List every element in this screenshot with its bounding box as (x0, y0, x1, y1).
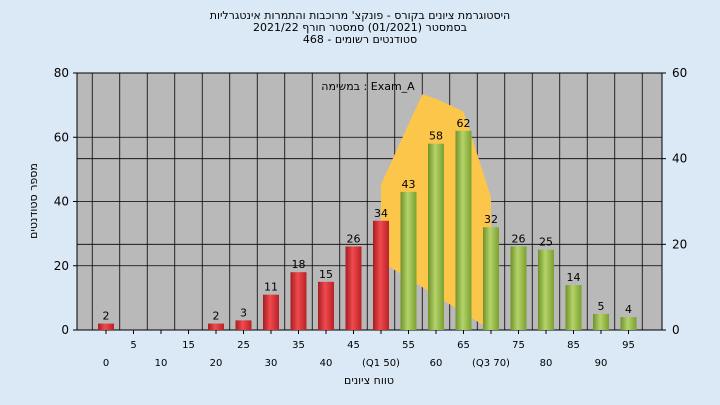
bar-90 (593, 313, 609, 330)
data-label-25: 3 (240, 306, 247, 319)
y-tick-label: 0 (61, 323, 69, 337)
data-label-85: 14 (567, 271, 581, 284)
x-axis-label: טווח ציונים (344, 374, 394, 387)
y2-tick-label: 0 (672, 323, 680, 337)
data-label-30: 11 (264, 281, 278, 294)
bar-85 (565, 285, 582, 330)
y2-axis-ticks: 0 20 40 60 (662, 66, 687, 337)
x-tick-label: 65 (457, 340, 470, 351)
data-label-55: 43 (402, 178, 416, 191)
bar-50 (373, 220, 389, 330)
bar-0 (98, 323, 114, 330)
x-axis-ticks: 0 5 10 15 20 25 30 35 40 45(Q1 50)55 60 65(Q3 70)75… (103, 330, 635, 369)
bar-95 (620, 317, 637, 330)
x-tick-label: 25 (237, 340, 250, 351)
data-label-90: 5 (598, 300, 605, 313)
data-label-80: 25 (539, 236, 553, 249)
y2-tick-label: 20 (672, 237, 687, 251)
bar-65 (455, 130, 472, 330)
y-tick-label: 20 (54, 259, 69, 273)
chart-titles: היסטוגרמת ציונים בקורס - פונקצ' מרוכבות … (0, 10, 720, 46)
data-label-35: 18 (292, 258, 306, 271)
y-axis-label: מספר סטודנטים (27, 163, 40, 239)
y-tick-label: 40 (54, 195, 69, 209)
x-tick-label: 85 (567, 340, 580, 351)
data-label-60: 58 (429, 130, 443, 143)
bar-55 (400, 191, 417, 330)
data-label-0: 2 (103, 310, 110, 323)
bars (98, 130, 637, 330)
bar-20 (208, 323, 224, 330)
x-tick-label: 90 (595, 358, 608, 369)
chart-annotation: במשימה : Exam_A (321, 80, 415, 93)
bar-75 (510, 246, 527, 330)
bar-60 (428, 143, 444, 330)
data-label-65: 62 (457, 117, 471, 130)
bar-80 (538, 249, 554, 330)
bar-40 (318, 281, 334, 330)
x-tick-label: 80 (540, 358, 553, 369)
data-label-95: 4 (625, 303, 632, 316)
x-tick-label: 5 (130, 340, 136, 351)
x-tick-label: 75 (512, 340, 525, 351)
y-axis-ticks: 0 20 40 60 80 (54, 66, 77, 337)
bar-35 (290, 272, 307, 330)
y-tick-label: 60 (54, 130, 69, 144)
chart-subtitle-semester: בסמסטר (01/2021) סמסטר חורף 2021/22 (253, 21, 467, 34)
x-tick-label: 15 (182, 340, 195, 351)
x-tick-label: 35 (292, 340, 305, 351)
x-tick-label: 10 (155, 358, 168, 369)
data-label-70: 32 (484, 213, 498, 226)
data-label-45: 26 (347, 232, 361, 245)
y2-tick-label: 40 (672, 152, 687, 166)
bar-70 (483, 227, 499, 330)
x-tick-label: 40 (320, 358, 333, 369)
chart-subtitle-enrolled: סטודנטים רשומים - 468 (302, 33, 418, 46)
bar-25 (235, 320, 252, 330)
data-labels: 2 2 3 11 18 15 26 34 43 58 62 32 26 25 14 5 4 (103, 117, 633, 323)
data-label-40: 15 (319, 268, 333, 281)
x-tick-label: 95 (622, 340, 635, 351)
x-tick-label: 60 (430, 358, 443, 369)
bar-30 (263, 294, 279, 330)
data-label-20: 2 (213, 310, 220, 323)
x-tick-label: 30 (265, 358, 278, 369)
x-tick-label: 20 (210, 358, 223, 369)
x-tick-label: (Q3 70) (472, 358, 510, 369)
data-label-50: 34 (374, 207, 388, 220)
data-label-75: 26 (512, 232, 526, 245)
x-tick-label: 55 (402, 340, 415, 351)
x-tick-label: 45 (347, 340, 360, 351)
bar-45 (345, 246, 362, 330)
y2-tick-label: 60 (672, 66, 687, 80)
chart-title: היסטוגרמת ציונים בקורס - פונקצ' מרוכבות … (209, 9, 511, 22)
x-tick-label: 0 (103, 358, 109, 369)
y-tick-label: 80 (54, 66, 69, 80)
x-tick-label: (Q1 50) (362, 358, 400, 369)
